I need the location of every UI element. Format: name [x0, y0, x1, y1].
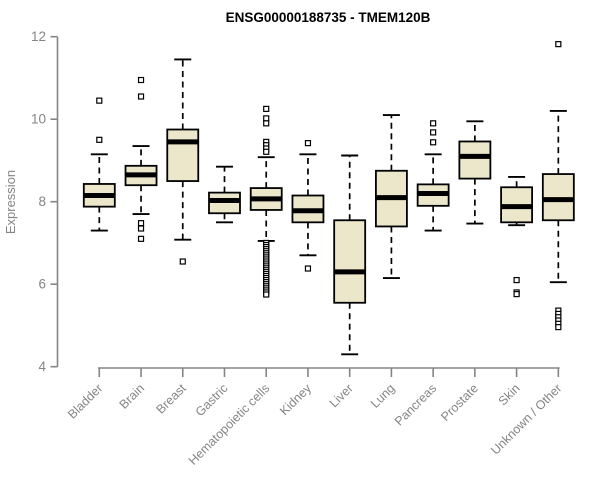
outlier-point	[96, 97, 103, 104]
y-tick-label: 6	[38, 277, 46, 292]
axes-group: 4 6 8 10 12 Bladder Brain Breast GastricHematopo…	[31, 29, 564, 468]
x-tick-label: Pancreas	[392, 381, 439, 428]
iqr-box	[166, 128, 200, 182]
outlier-point	[304, 140, 312, 147]
y-tick-label: 12	[31, 29, 46, 44]
outlier-point	[430, 139, 437, 146]
y-tick-label: 10	[31, 112, 46, 127]
chart-title: ENSG00000188735 - TMEM120B	[226, 10, 431, 25]
outlier-point	[263, 115, 270, 122]
x-tick-label: Unknown / Other	[488, 381, 564, 457]
box-group-kidney	[291, 140, 325, 272]
outlier-point	[137, 235, 145, 242]
outlier-point	[96, 136, 103, 143]
x-tick-label: Skin	[496, 381, 523, 408]
x-tick-label: Hematopoietic cells	[186, 381, 273, 468]
outlier-point	[513, 276, 520, 284]
outlier-point	[137, 76, 145, 84]
x-tick-label: Breast	[153, 381, 189, 417]
boxes-group	[82, 41, 575, 356]
outlier-point	[304, 265, 312, 272]
outlier-point	[263, 120, 270, 127]
outlier-point	[263, 105, 270, 112]
outlier-point	[263, 291, 270, 298]
outlier-point	[137, 225, 145, 232]
iqr-box	[458, 140, 492, 180]
outlier-point	[555, 41, 562, 48]
outlier-point	[179, 258, 186, 265]
box-group-gastric	[208, 165, 241, 224]
x-tick-label: Liver	[327, 381, 356, 410]
outlier-point	[513, 291, 520, 298]
box-group-prostate	[458, 120, 492, 225]
y-tick-label: 4	[38, 359, 46, 374]
box-group-brain	[124, 76, 158, 242]
box-group-pancreas	[416, 120, 450, 232]
iqr-box	[333, 219, 367, 304]
y-axis-title: Expression	[3, 170, 18, 234]
outlier-point	[555, 324, 562, 331]
box-group-liver	[333, 154, 367, 356]
box-group-breast	[166, 58, 200, 265]
box-group-lung	[375, 114, 408, 279]
x-tick-label: Kidney	[277, 381, 314, 418]
x-tick-label: Bladder	[65, 381, 105, 421]
x-tick-label: Brain	[117, 381, 148, 412]
x-tick-label: Gastric	[193, 381, 231, 419]
outlier-point	[137, 93, 145, 100]
x-tick-label: Lung	[368, 381, 398, 411]
box-group-hematopoietic-cells	[249, 105, 283, 298]
x-tick-label: Prostate	[438, 381, 481, 424]
outlier-point	[137, 220, 145, 227]
box-group-unknown-other	[541, 41, 575, 331]
y-tick-label: 8	[38, 194, 46, 209]
outlier-point	[263, 148, 270, 155]
outlier-point	[430, 120, 437, 127]
outlier-point	[430, 129, 437, 136]
box-group-skin	[500, 175, 534, 298]
box-group-bladder	[82, 97, 116, 232]
